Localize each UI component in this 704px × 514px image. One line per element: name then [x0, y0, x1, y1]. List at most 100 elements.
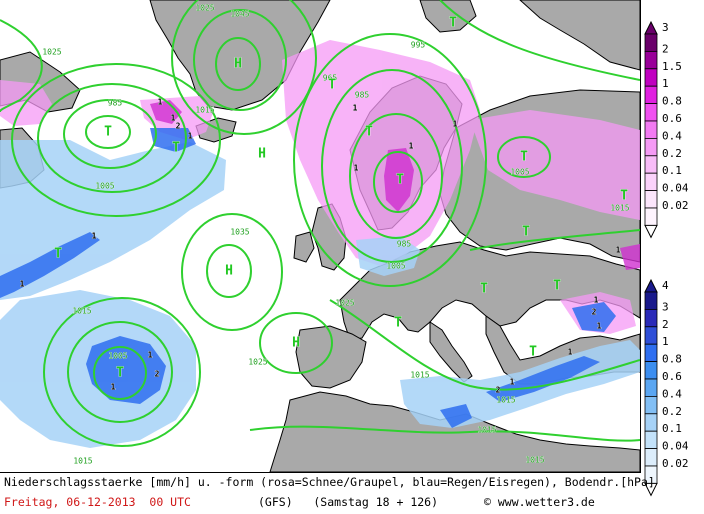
precip-rate-marker: 1 — [354, 164, 359, 173]
isobar-low-scandinavia-2 — [349, 113, 443, 239]
rain-scale-swatch — [644, 378, 658, 397]
snow-scale-top-arrow — [644, 20, 658, 35]
precip-rate-marker: 1 — [148, 351, 153, 360]
precip-rate-marker: 1 — [188, 132, 193, 141]
snow-scale-label: 1 — [662, 77, 669, 90]
pressure-center-label: T — [365, 125, 373, 140]
pressure-centers: T H T T T H T T T T T T H T T T H T T — [54, 15, 629, 381]
pressure-center-label: T — [522, 225, 530, 240]
snow-area-russia — [470, 110, 640, 220]
precip-rate-marker: 1 — [158, 98, 163, 107]
snow-scale-swatch — [644, 68, 658, 87]
pressure-center-label: T — [328, 78, 336, 93]
snow-scale-swatch — [644, 51, 658, 70]
rain-scale-swatch — [644, 326, 658, 345]
snow-scale-swatch — [644, 190, 658, 209]
isobar-low-iceland-inner — [85, 115, 131, 149]
snow-scale-swatch — [644, 137, 658, 157]
pressure-center-label: H — [258, 147, 266, 162]
precip-rate-marker: 1 — [171, 114, 176, 123]
isobar-layer — [0, 0, 640, 447]
isobar-value-label: 965 — [323, 74, 338, 83]
isobar-low-atlantic-1 — [93, 346, 147, 400]
pressure-center-label: T — [529, 345, 537, 360]
rain-scale: 4 3 2 1 0.8 0.6 0.4 0.2 0.1 0.04 0.02 — [644, 278, 689, 497]
precip-rate-marker: 1 — [92, 232, 97, 241]
snow-core-russia — [620, 244, 640, 270]
isobar-value-label: 1015 — [610, 204, 629, 213]
isobar-value-label: 1035 — [230, 228, 249, 237]
pressure-center-label: H — [225, 264, 233, 279]
rain-scale-swatch — [644, 291, 658, 310]
snow-core-baltic — [384, 148, 414, 212]
chart-footer: Niederschlagsstaerke [mm/h] u. -form (ro… — [0, 472, 655, 514]
isobar-high-iberia — [259, 312, 333, 374]
isobar-value-label: 1015 — [73, 457, 92, 466]
snow-scale-label: 0.6 — [662, 112, 682, 125]
precip-rate-marker: 1 — [568, 348, 573, 357]
landmass-iberia — [295, 325, 367, 389]
rain-scale-swatch — [644, 413, 658, 432]
rain-scale-swatch — [644, 343, 658, 363]
snow-scale-label: 0.8 — [662, 95, 682, 108]
precip-rate-marker: 1 — [597, 322, 602, 331]
rain-scale-label: 0.1 — [662, 422, 682, 435]
isobar-low-russia — [497, 136, 551, 178]
isobar-high-greenland-1 — [215, 37, 261, 91]
rain-scale-label: 1 — [662, 335, 669, 348]
isobar-value-label: 1045 — [230, 10, 249, 19]
isobar-low-iceland-mid — [63, 99, 157, 169]
precip-rate-marker: 1 — [20, 280, 25, 289]
rain-core-africa — [440, 404, 472, 428]
rain-scale-label: 0.2 — [662, 405, 682, 418]
rain-scale-swatch — [644, 361, 658, 380]
precip-rate-marker: 2 — [496, 386, 501, 395]
landmass-ireland — [293, 231, 315, 263]
pressure-center-label: T — [620, 189, 628, 204]
isobar-low-scandinavia-4 — [293, 33, 487, 287]
rain-scale-top-arrow — [644, 278, 658, 293]
snow-scale-swatch — [644, 103, 658, 122]
snow-scale-swatch — [644, 155, 658, 174]
precip-rate-marker: 1 — [353, 104, 358, 113]
isobar-value-label: 1015 — [496, 396, 515, 405]
pressure-center-label: T — [54, 247, 62, 262]
isobar-value-label: 1025 — [335, 299, 354, 308]
pressure-center-label: T — [480, 282, 488, 297]
precip-rate-marker: 2 — [592, 308, 597, 317]
snow-core-layer — [150, 100, 640, 270]
rain-area-north-sea — [356, 236, 420, 276]
isobar-value-label: 1005 — [386, 262, 405, 271]
snow-scale-label: 2 — [662, 42, 669, 55]
snow-scale-swatch — [644, 85, 658, 104]
rain-scale-label: 0.02 — [662, 457, 689, 470]
isobar-low-atlantic-3 — [43, 297, 201, 447]
rain-core-turkey — [572, 302, 616, 332]
snow-scale-label: 0.2 — [662, 147, 682, 160]
snow-area-scandinavia — [282, 40, 480, 266]
isobar-value-label: 1025 — [248, 358, 267, 367]
isobar-value-label: 1015 — [477, 426, 496, 435]
isobar-value-label: 1015 — [72, 307, 91, 316]
pressure-center-label: T — [396, 173, 404, 188]
snow-scale-bottom-arrow — [644, 224, 658, 239]
precip-rate-marker: 1 — [453, 120, 458, 129]
isobar-value-label: 985 — [108, 99, 123, 108]
model-run: (GFS) (Samstag 18 + 126) — [258, 495, 439, 509]
rain-scale-label: 0.04 — [662, 440, 689, 453]
isobar-value-label: 1005 — [510, 168, 529, 177]
precipitation-map: 1025104510259851015100599596598598510051… — [0, 0, 641, 473]
isobar-value-label: 1015 — [525, 456, 544, 465]
isobar-value-label: 1005 — [108, 352, 127, 361]
isobar-west-edge — [0, 19, 43, 113]
landmass-novaya-zemlya — [519, 0, 640, 71]
precip-rate-marker: 1 — [111, 383, 116, 392]
pressure-labels: 1025 1045 1025 985 1015 1005 995 965 985 985 1005 1… — [42, 3, 630, 466]
site-credit: © www.wetter3.de — [484, 495, 595, 509]
rain-scale-swatch — [644, 395, 658, 415]
rain-scale-label: 4 — [662, 279, 669, 292]
rain-scale-swatch — [644, 308, 658, 328]
landmass-greenland — [149, 0, 331, 111]
pressure-center-label: T — [104, 125, 112, 140]
